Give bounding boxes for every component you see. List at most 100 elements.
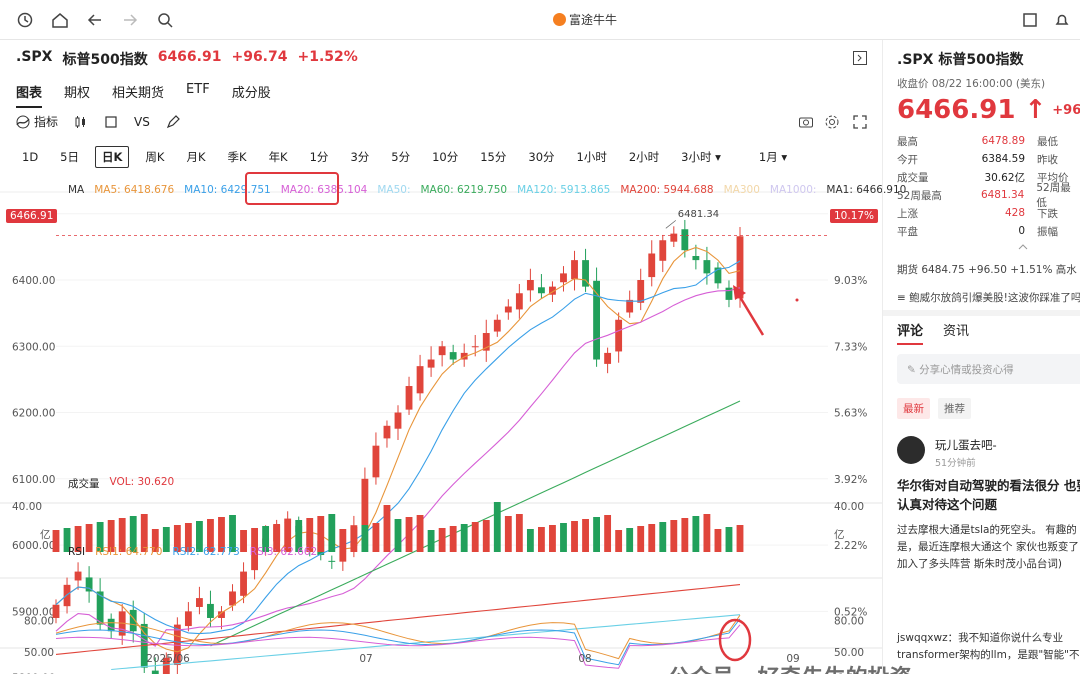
candle bbox=[284, 518, 292, 523]
volume-bar bbox=[184, 523, 192, 552]
notification-icon[interactable] bbox=[1052, 10, 1072, 30]
side-price-change: +96.74 bbox=[1052, 102, 1080, 118]
period-14[interactable]: 2小时 bbox=[628, 150, 660, 164]
period-3[interactable]: 周K bbox=[145, 150, 165, 164]
period-12[interactable]: 30分 bbox=[528, 150, 555, 164]
x-tick-label: 09 bbox=[786, 653, 799, 665]
tab-futures[interactable]: 相关期货 bbox=[112, 86, 165, 101]
period-9[interactable]: 5分 bbox=[391, 150, 411, 164]
period-16[interactable]: 1月 ▾ bbox=[758, 150, 788, 164]
period-10[interactable]: 10分 bbox=[432, 150, 459, 164]
period-1[interactable]: 5日 bbox=[60, 150, 79, 164]
symbol-name: 标普500指数 bbox=[62, 52, 148, 68]
camera-icon[interactable] bbox=[798, 114, 814, 130]
stat-k: 上涨 bbox=[897, 207, 918, 220]
candle bbox=[405, 386, 413, 410]
volume-bar bbox=[725, 527, 733, 552]
ma-legend-item: MA300 bbox=[723, 184, 760, 196]
window-icon[interactable] bbox=[1020, 10, 1040, 30]
settings-icon[interactable] bbox=[824, 114, 840, 130]
volume-bar bbox=[107, 520, 115, 552]
collapse-panel-icon[interactable] bbox=[852, 50, 868, 66]
back-icon[interactable] bbox=[85, 10, 105, 30]
tab-options[interactable]: 期权 bbox=[64, 86, 91, 101]
symbol-code: .SPX bbox=[16, 49, 53, 65]
volume-bar bbox=[372, 523, 380, 552]
search-icon[interactable] bbox=[155, 10, 175, 30]
chevron-up-icon[interactable] bbox=[1017, 243, 1029, 251]
volume-bar bbox=[151, 529, 159, 552]
draw-pen-icon[interactable] bbox=[166, 114, 180, 129]
post-title[interactable]: 华尔街对自动驾驶的看法很分 也要认真对待这个问题 bbox=[897, 478, 1080, 512]
period-8[interactable]: 3分 bbox=[350, 150, 370, 164]
community-tabs: 评论 资讯 bbox=[897, 320, 969, 345]
volume-bar bbox=[482, 520, 490, 552]
period-selector: 1D 5日 日K 周K 月K 季K 年K 1分 3分 5分 10分 15分 30分 1小时 2小时 3小时 ▾… bbox=[16, 146, 803, 168]
home-icon[interactable] bbox=[50, 10, 70, 30]
volume-bar bbox=[394, 519, 402, 552]
chart-panel: .SPX 标普500指数 6466.91 +96.74 +1.52% 图表 期权… bbox=[0, 40, 912, 674]
tab-etf[interactable]: ETF bbox=[186, 82, 210, 97]
period-11[interactable]: 15分 bbox=[480, 150, 507, 164]
volume-bar bbox=[560, 523, 567, 552]
volume-bar bbox=[195, 521, 203, 552]
period-4[interactable]: 月K bbox=[186, 150, 206, 164]
high-annotation: 6481.34 bbox=[678, 209, 719, 220]
tab-comments[interactable]: 评论 bbox=[897, 320, 924, 345]
volume-bar bbox=[229, 515, 236, 552]
candle bbox=[129, 609, 137, 632]
stat-v: 6384.59 bbox=[981, 153, 1025, 165]
volume-bar bbox=[515, 514, 523, 552]
avatar[interactable] bbox=[897, 436, 925, 464]
candle bbox=[416, 366, 424, 394]
post-username[interactable]: 玩儿蛋去吧- bbox=[935, 438, 997, 452]
share-input[interactable]: ✎ 分享心情或投资心得 bbox=[897, 354, 1080, 384]
fullscreen-icon[interactable] bbox=[852, 114, 868, 130]
sort-latest[interactable]: 最新 bbox=[897, 398, 930, 419]
x-tick-label: 2025/06 bbox=[146, 653, 190, 665]
x-tick-label: 08 bbox=[578, 653, 591, 665]
period-13[interactable]: 1小时 bbox=[576, 150, 607, 164]
square-icon[interactable] bbox=[104, 115, 118, 129]
news-ticker[interactable]: ≡ 鲍威尔放鸽引爆美股!这波你踩准了吗 bbox=[897, 292, 1080, 304]
volume-bar bbox=[549, 525, 556, 552]
volume-bar bbox=[449, 526, 457, 552]
kline-chart[interactable]: 6500.0010.74%6400.009.03%6300.007.33%620… bbox=[0, 40, 882, 674]
period-15[interactable]: 3小时 ▾ bbox=[681, 150, 721, 164]
arrow-head-icon bbox=[733, 285, 746, 300]
side-symbol: .SPX 标普500指数 bbox=[897, 52, 1024, 68]
period-7[interactable]: 1分 bbox=[309, 150, 329, 164]
ma-legend-item: MA5: 6418.676 bbox=[94, 184, 175, 196]
forward-icon[interactable] bbox=[120, 10, 140, 30]
indicator-button[interactable]: 指标 bbox=[16, 113, 58, 130]
watermark: 公众号 · 好奇先生的投资 bbox=[668, 660, 912, 674]
volume-bar bbox=[306, 518, 314, 552]
sort-toggle: 最新 推荐 bbox=[897, 398, 971, 419]
period-0[interactable]: 1D bbox=[22, 150, 39, 164]
post-reply: jswqqxwz：我不知道你说什么专业 transformer架构的llm，是跟… bbox=[897, 632, 1080, 661]
sort-recommended[interactable]: 推荐 bbox=[938, 398, 971, 419]
current-price-tag: 6466.91 bbox=[6, 209, 58, 223]
vs-button[interactable]: VS bbox=[134, 114, 150, 129]
period-2[interactable]: 日K bbox=[95, 146, 130, 168]
volume-bar bbox=[328, 514, 336, 552]
tab-components[interactable]: 成分股 bbox=[231, 86, 271, 101]
history-icon[interactable] bbox=[15, 10, 35, 30]
volume-bar bbox=[626, 528, 634, 552]
volume-bar bbox=[615, 530, 623, 552]
candle bbox=[515, 293, 523, 310]
period-5[interactable]: 季K bbox=[227, 150, 247, 164]
volume-bar bbox=[405, 517, 413, 552]
period-6[interactable]: 年K bbox=[268, 150, 288, 164]
candlestick-icon[interactable] bbox=[74, 115, 88, 129]
candle bbox=[560, 273, 567, 283]
tab-chart[interactable]: 图表 bbox=[16, 82, 43, 108]
volume-bar bbox=[74, 526, 82, 552]
y-tick-label: 6000.00 bbox=[12, 540, 55, 552]
candle bbox=[692, 256, 700, 261]
stat-row: 成交量 30.62亿 平均价 bbox=[897, 168, 1080, 186]
stat-k: 今开 bbox=[897, 153, 918, 166]
futures-line[interactable]: 期货 6484.75 +96.50 +1.51% 高水 17. bbox=[897, 262, 1080, 277]
rsi-axis-80-right: 80.00 bbox=[834, 616, 864, 628]
tab-news[interactable]: 资讯 bbox=[943, 324, 970, 339]
